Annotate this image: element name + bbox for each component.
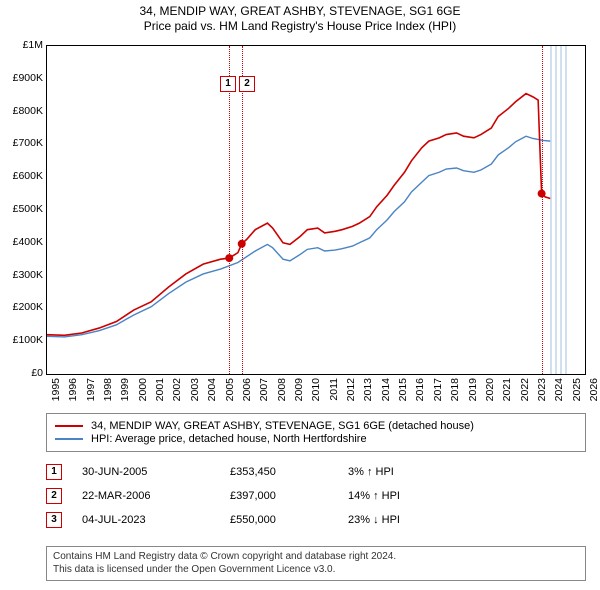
sale-date: 22-MAR-2006 (82, 490, 230, 502)
x-axis-label: 2019 (467, 378, 479, 408)
sale-date: 30-JUN-2005 (82, 466, 230, 478)
y-axis-label: £100K (3, 334, 43, 346)
x-axis-label: 2012 (345, 378, 357, 408)
series-hpi-line (47, 136, 550, 337)
x-axis-label: 1995 (50, 378, 62, 408)
x-axis-label: 2003 (189, 378, 201, 408)
y-axis-label: £500K (3, 203, 43, 215)
x-axis-label: 2009 (293, 378, 305, 408)
chart-container: 34, MENDIP WAY, GREAT ASHBY, STEVENAGE, … (0, 0, 600, 590)
sale-change: 14% ↑ HPI (348, 490, 436, 502)
x-axis-label: 2015 (397, 378, 409, 408)
legend-swatch-price (55, 425, 83, 427)
sales-table: 1 30-JUN-2005£353,4503% ↑ HPI 2 22-MAR-2006… (46, 460, 586, 532)
x-axis-label: 2026 (588, 378, 600, 408)
x-axis-label: 2005 (224, 378, 236, 408)
x-axis-label: 2000 (137, 378, 149, 408)
series-price-line (47, 94, 550, 336)
sale-row: 1 30-JUN-2005£353,4503% ↑ HPI (46, 460, 586, 484)
x-axis-label: 2002 (171, 378, 183, 408)
sale-price: £397,000 (230, 490, 348, 502)
footer-line1: Contains HM Land Registry data © Crown c… (53, 551, 579, 564)
x-axis-label: 2008 (276, 378, 288, 408)
x-axis-label: 2023 (536, 378, 548, 408)
sale-row: 3 04-JUL-2023£550,00023% ↓ HPI (46, 508, 586, 532)
x-axis-label: 2022 (519, 378, 531, 408)
x-axis-label: 1996 (67, 378, 79, 408)
legend-swatch-hpi (55, 438, 83, 440)
chart-plot-area: 12 (46, 45, 586, 375)
y-axis-label: £0 (3, 367, 43, 379)
x-axis-label: 2011 (328, 378, 340, 408)
y-axis-label: £1M (3, 39, 43, 51)
y-axis-label: £900K (3, 72, 43, 84)
x-axis-label: 2020 (484, 378, 496, 408)
legend-row: HPI: Average price, detached house, Nort… (55, 433, 577, 445)
title-subtitle: Price paid vs. HM Land Registry's House … (0, 19, 600, 33)
title-address: 34, MENDIP WAY, GREAT ASHBY, STEVENAGE, … (0, 4, 600, 18)
x-axis-label: 2018 (449, 378, 461, 408)
legend-row: 34, MENDIP WAY, GREAT ASHBY, STEVENAGE, … (55, 420, 577, 432)
legend: 34, MENDIP WAY, GREAT ASHBY, STEVENAGE, … (46, 413, 586, 452)
forecast-region (550, 46, 567, 374)
sale-price: £353,450 (230, 466, 348, 478)
x-axis-label: 2021 (501, 378, 513, 408)
sale-row: 2 22-MAR-2006£397,00014% ↑ HPI (46, 484, 586, 508)
y-axis-label: £400K (3, 236, 43, 248)
x-axis-label: 2017 (432, 378, 444, 408)
x-axis-label: 1999 (119, 378, 131, 408)
legend-label-price: 34, MENDIP WAY, GREAT ASHBY, STEVENAGE, … (91, 420, 474, 432)
sale-marker-icon: 2 (46, 488, 62, 504)
y-axis-label: £700K (3, 137, 43, 149)
x-axis-label: 2016 (414, 378, 426, 408)
footer: Contains HM Land Registry data © Crown c… (46, 546, 586, 581)
sale-date: 04-JUL-2023 (82, 514, 230, 526)
sale-event-line (229, 46, 230, 374)
sale-event-line (542, 46, 543, 374)
footer-line2: This data is licensed under the Open Gov… (53, 564, 579, 577)
legend-label-hpi: HPI: Average price, detached house, Nort… (91, 433, 367, 445)
y-axis-label: £300K (3, 269, 43, 281)
x-axis-label: 2025 (571, 378, 583, 408)
sale-event-line (242, 46, 243, 374)
sale-change: 3% ↑ HPI (348, 466, 436, 478)
sale-marker-icon: 3 (46, 512, 62, 528)
sale-marker-2: 2 (239, 76, 255, 92)
x-axis-label: 2006 (241, 378, 253, 408)
sale-marker-icon: 1 (46, 464, 62, 480)
y-axis-label: £800K (3, 105, 43, 117)
x-axis-label: 2013 (362, 378, 374, 408)
x-axis-label: 2024 (553, 378, 565, 408)
x-axis-label: 2010 (310, 378, 322, 408)
x-axis-label: 2004 (206, 378, 218, 408)
x-axis-label: 1998 (102, 378, 114, 408)
y-axis-label: £200K (3, 301, 43, 313)
y-axis-label: £600K (3, 170, 43, 182)
x-axis-label: 2001 (154, 378, 166, 408)
x-axis-label: 1997 (85, 378, 97, 408)
sale-marker-1: 1 (220, 76, 236, 92)
sale-price: £550,000 (230, 514, 348, 526)
x-axis-label: 2007 (258, 378, 270, 408)
title-block: 34, MENDIP WAY, GREAT ASHBY, STEVENAGE, … (0, 0, 600, 33)
sale-change: 23% ↓ HPI (348, 514, 436, 526)
x-axis-label: 2014 (380, 378, 392, 408)
chart-svg (47, 46, 585, 374)
